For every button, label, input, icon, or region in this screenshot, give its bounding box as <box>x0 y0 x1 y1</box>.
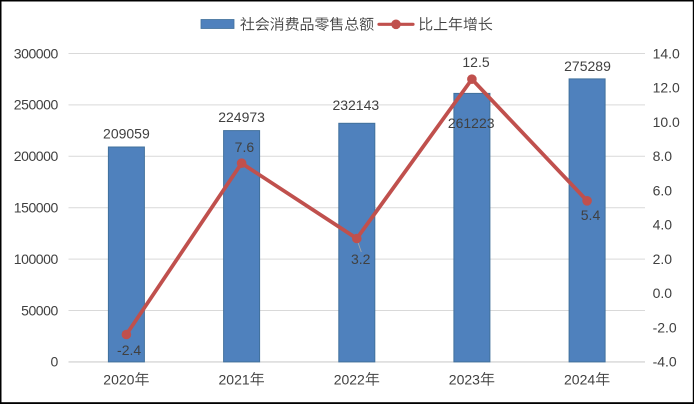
svg-text:14.0: 14.0 <box>653 45 680 61</box>
svg-text:7.6: 7.6 <box>235 139 255 155</box>
svg-text:2020: 2020 <box>103 372 134 388</box>
svg-text:6.0: 6.0 <box>653 182 673 198</box>
svg-text:2024: 2024 <box>564 372 595 388</box>
svg-text:0: 0 <box>50 354 58 370</box>
svg-text:12.5: 12.5 <box>462 54 489 70</box>
svg-text:300000: 300000 <box>14 45 59 61</box>
svg-text:275289: 275289 <box>564 58 611 74</box>
svg-text:232143: 232143 <box>332 97 379 113</box>
svg-text:5.4: 5.4 <box>581 207 601 223</box>
svg-text:4.0: 4.0 <box>653 217 673 233</box>
svg-text:2021: 2021 <box>219 372 250 388</box>
svg-text:224973: 224973 <box>218 109 265 125</box>
svg-text:261223: 261223 <box>448 115 495 131</box>
svg-text:209059: 209059 <box>103 126 150 142</box>
svg-text:150000: 150000 <box>14 200 59 216</box>
svg-text:3.2: 3.2 <box>351 251 371 267</box>
svg-text:200000: 200000 <box>14 148 59 164</box>
svg-text:50000: 50000 <box>21 302 58 318</box>
svg-text:100000: 100000 <box>14 251 59 267</box>
svg-text:8.0: 8.0 <box>653 148 673 164</box>
svg-text:-4.0: -4.0 <box>653 354 677 370</box>
svg-text:10.0: 10.0 <box>653 114 680 130</box>
svg-text:250000: 250000 <box>14 97 59 113</box>
svg-text:-2.4: -2.4 <box>117 342 141 358</box>
svg-text:2022: 2022 <box>334 372 365 388</box>
svg-text:2023: 2023 <box>449 372 480 388</box>
svg-text:2.0: 2.0 <box>653 251 673 267</box>
svg-text:0.0: 0.0 <box>653 285 673 301</box>
svg-text:12.0: 12.0 <box>653 80 680 96</box>
svg-text:-2.0: -2.0 <box>653 319 677 335</box>
